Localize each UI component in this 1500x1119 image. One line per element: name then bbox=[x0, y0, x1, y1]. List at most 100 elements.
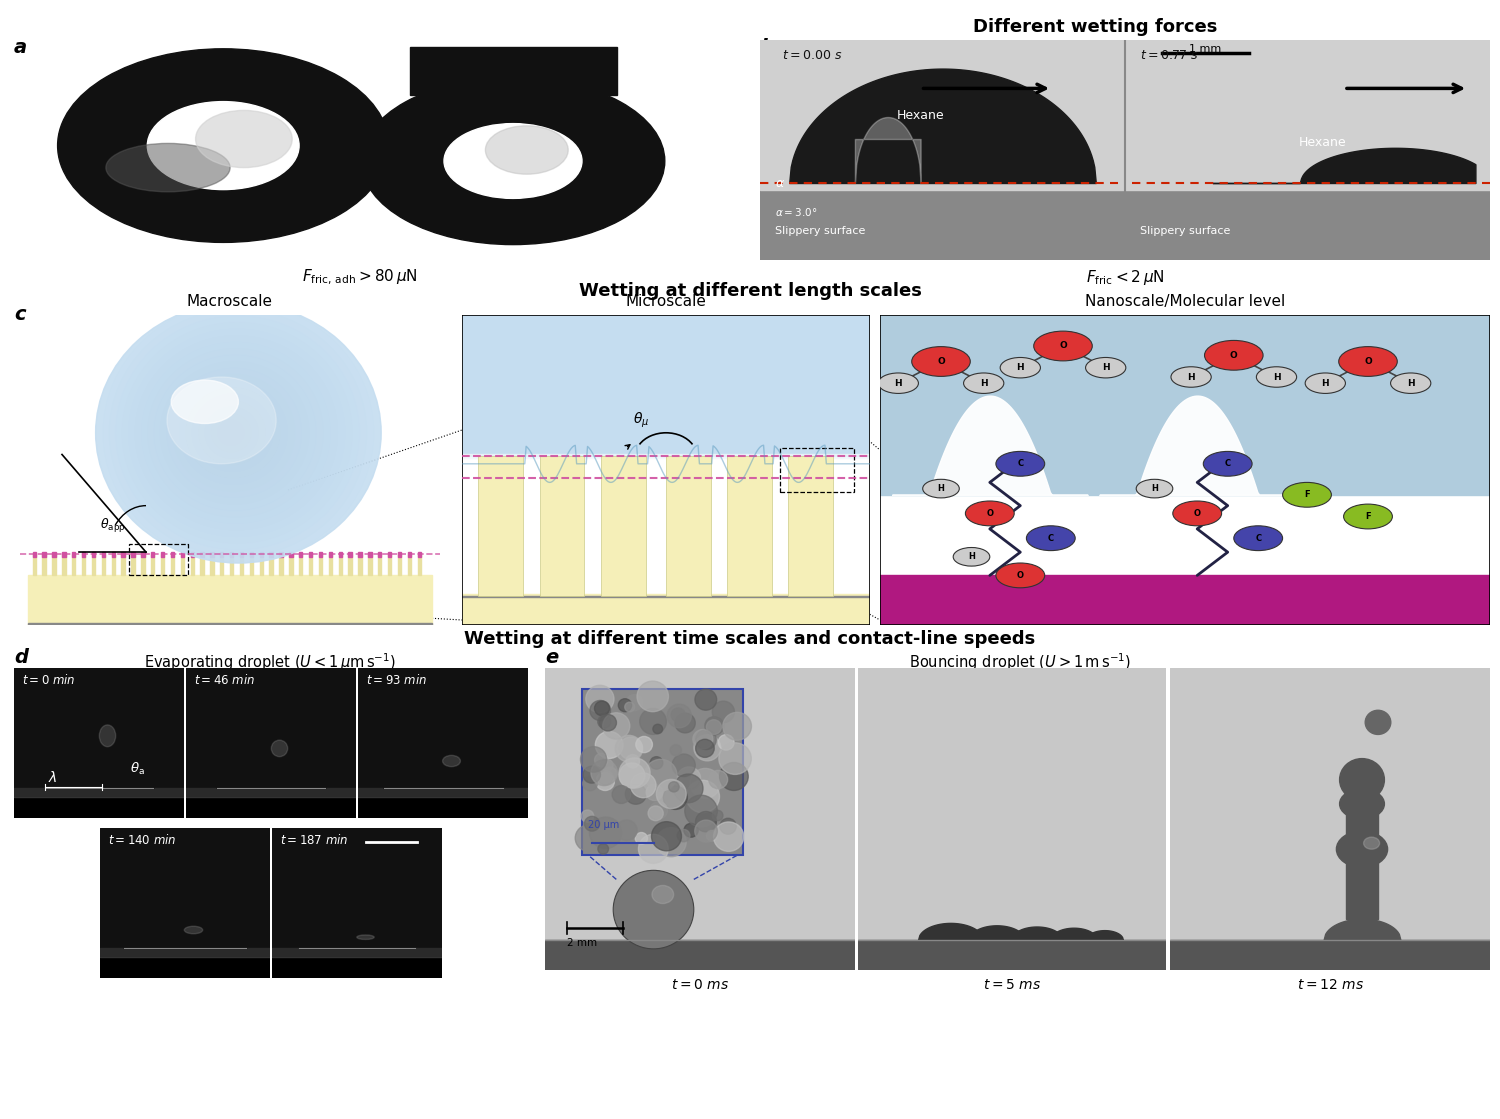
Ellipse shape bbox=[184, 927, 202, 933]
Bar bbox=[462, 316, 870, 458]
Bar bbox=[240, 552, 243, 557]
Circle shape bbox=[1234, 526, 1282, 551]
Text: O: O bbox=[1194, 509, 1200, 518]
Circle shape bbox=[1026, 526, 1075, 551]
Circle shape bbox=[1305, 373, 1346, 394]
Text: $t = 0.77$ s: $t = 0.77$ s bbox=[1140, 49, 1198, 62]
Bar bbox=[92, 552, 94, 557]
Circle shape bbox=[636, 833, 648, 845]
Circle shape bbox=[1282, 482, 1332, 507]
Bar bbox=[102, 554, 105, 575]
Bar bbox=[201, 554, 204, 575]
Bar bbox=[152, 554, 154, 575]
Circle shape bbox=[651, 821, 681, 850]
Ellipse shape bbox=[57, 49, 388, 243]
Bar bbox=[462, 459, 870, 462]
Text: O: O bbox=[938, 357, 945, 366]
Circle shape bbox=[705, 716, 724, 735]
Bar bbox=[249, 554, 254, 575]
Circle shape bbox=[624, 702, 634, 712]
Bar bbox=[358, 788, 528, 797]
Ellipse shape bbox=[192, 394, 273, 472]
Circle shape bbox=[614, 871, 695, 949]
Text: Macroscale: Macroscale bbox=[188, 294, 273, 309]
Circle shape bbox=[585, 817, 600, 831]
Circle shape bbox=[706, 720, 722, 734]
Circle shape bbox=[630, 773, 656, 798]
Bar bbox=[111, 554, 116, 575]
Bar bbox=[102, 552, 105, 557]
Bar bbox=[186, 788, 356, 797]
Circle shape bbox=[584, 777, 597, 791]
Bar bbox=[544, 940, 855, 970]
Bar bbox=[339, 552, 342, 557]
Circle shape bbox=[657, 780, 686, 809]
Bar bbox=[328, 554, 332, 575]
Circle shape bbox=[626, 754, 639, 768]
Bar bbox=[320, 552, 322, 557]
Ellipse shape bbox=[217, 420, 244, 445]
Bar bbox=[339, 554, 342, 575]
Bar bbox=[220, 554, 224, 575]
Bar bbox=[462, 457, 870, 460]
Bar bbox=[92, 554, 94, 575]
Circle shape bbox=[1344, 504, 1392, 529]
Bar bbox=[190, 552, 194, 557]
Circle shape bbox=[650, 801, 668, 819]
Circle shape bbox=[1390, 373, 1431, 394]
Ellipse shape bbox=[96, 302, 381, 563]
Ellipse shape bbox=[99, 725, 116, 746]
Text: H: H bbox=[1102, 364, 1110, 373]
Bar bbox=[398, 552, 400, 557]
Bar bbox=[290, 552, 292, 557]
Circle shape bbox=[676, 767, 700, 790]
Bar bbox=[171, 552, 174, 557]
Circle shape bbox=[639, 708, 666, 734]
Bar bbox=[388, 554, 392, 575]
Bar bbox=[152, 552, 154, 557]
Text: $\theta_{\mu}$: $\theta_{\mu}$ bbox=[633, 411, 650, 430]
Text: Bouncing droplet ($U > 1\,\mathrm{m\,s}^{-1}$): Bouncing droplet ($U > 1\,\mathrm{m\,s}^… bbox=[909, 651, 1131, 673]
Circle shape bbox=[639, 835, 668, 864]
Text: H: H bbox=[1272, 373, 1281, 382]
Bar bbox=[348, 552, 352, 557]
Bar bbox=[309, 552, 312, 557]
Bar bbox=[378, 552, 381, 557]
Bar bbox=[462, 595, 870, 598]
Text: C: C bbox=[1017, 459, 1023, 468]
Ellipse shape bbox=[122, 322, 352, 544]
Text: Microscale: Microscale bbox=[626, 294, 706, 309]
Circle shape bbox=[596, 772, 615, 790]
Ellipse shape bbox=[272, 740, 288, 756]
Ellipse shape bbox=[211, 413, 252, 452]
Bar bbox=[388, 552, 392, 557]
Ellipse shape bbox=[102, 302, 374, 563]
Circle shape bbox=[596, 732, 622, 759]
Bar bbox=[368, 554, 372, 575]
Bar bbox=[880, 575, 1490, 626]
Bar bbox=[298, 552, 303, 557]
Ellipse shape bbox=[444, 123, 582, 198]
Circle shape bbox=[602, 760, 613, 771]
Text: O: O bbox=[1364, 357, 1372, 366]
Circle shape bbox=[723, 713, 752, 740]
Circle shape bbox=[684, 824, 698, 837]
Circle shape bbox=[912, 347, 970, 376]
Circle shape bbox=[646, 784, 663, 800]
Bar bbox=[270, 552, 273, 557]
Bar bbox=[42, 554, 46, 575]
Bar bbox=[462, 594, 870, 626]
Bar bbox=[160, 552, 165, 557]
Circle shape bbox=[620, 763, 645, 788]
Circle shape bbox=[603, 713, 630, 740]
Text: $\alpha$: $\alpha$ bbox=[774, 178, 784, 190]
Bar bbox=[1170, 940, 1490, 970]
Text: $t = 0$ min: $t = 0$ min bbox=[22, 673, 76, 686]
Ellipse shape bbox=[195, 111, 292, 168]
Bar bbox=[28, 575, 432, 626]
Bar bbox=[478, 457, 524, 595]
Text: Different wetting forces: Different wetting forces bbox=[974, 18, 1216, 36]
Bar bbox=[180, 554, 184, 575]
Text: H: H bbox=[980, 378, 987, 387]
Ellipse shape bbox=[178, 380, 288, 485]
